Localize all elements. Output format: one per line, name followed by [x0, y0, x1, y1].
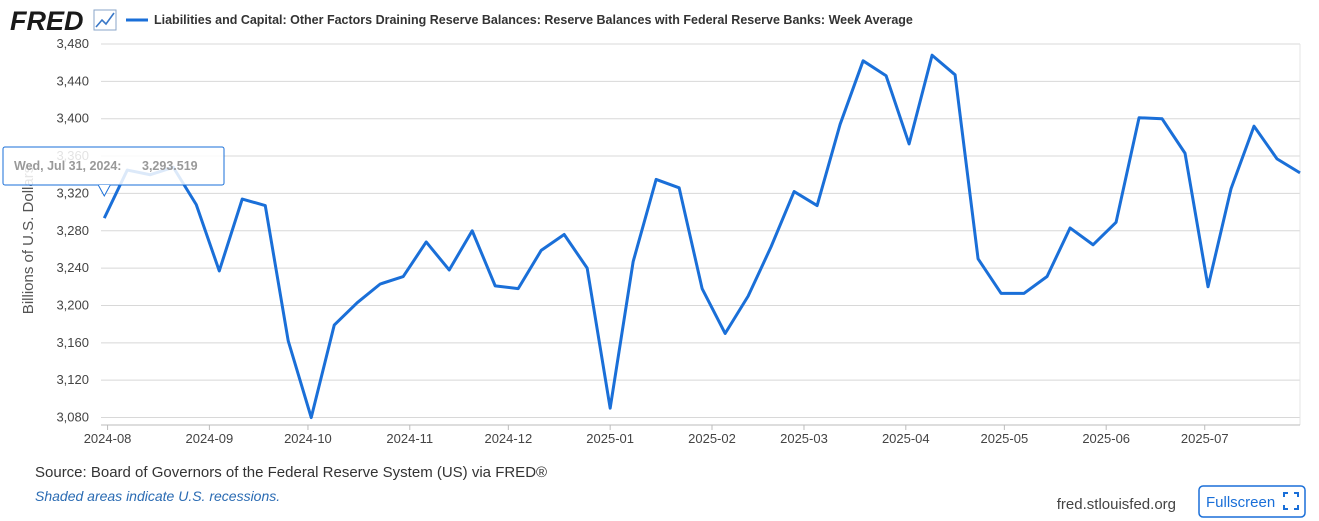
- y-tick-label: 3,440: [56, 73, 89, 88]
- x-tick-label: 2024-10: [284, 431, 332, 446]
- button-label[interactable]: Fullscreen: [1206, 494, 1275, 511]
- x-tick-label: 2025-07: [1181, 431, 1229, 446]
- x-tick-label: 2024-08: [84, 431, 132, 446]
- tooltip: Wed, Jul 31, 2024: 3,293.519: [2, 146, 225, 198]
- data-line: [102, 53, 1301, 420]
- y-tick-label: 3,120: [56, 372, 89, 387]
- fullscreen-icon[interactable]: [1283, 492, 1299, 510]
- recession-note: Shaded areas indicate U.S. recessions.: [35, 488, 280, 504]
- x-tick-label: 2024-12: [484, 431, 532, 446]
- y-tick-label: 3,280: [56, 223, 89, 238]
- y-tick-label: 3,160: [56, 335, 89, 350]
- x-tick-label: 2025-02: [688, 431, 736, 446]
- tooltip-pointer: [97, 184, 111, 198]
- y-tick-label: 3,320: [56, 185, 89, 200]
- site-link[interactable]: fred.stlouisfed.org: [1057, 496, 1176, 513]
- tooltip-box: [2, 146, 225, 186]
- x-tick-label: 2025-06: [1082, 431, 1130, 446]
- logo-icon: [93, 9, 117, 31]
- x-tick-label: 2024-09: [186, 431, 234, 446]
- y-tick-label: 3,480: [56, 36, 89, 51]
- x-tick-label: 2025-03: [780, 431, 828, 446]
- tooltip-date: Wed, Jul 31, 2024:: [14, 159, 121, 173]
- x-tick-label: 2025-04: [882, 431, 930, 446]
- y-tick-label: 3,240: [56, 260, 89, 275]
- x-tick-label: 2025-01: [586, 431, 634, 446]
- x-tick-label: 2025-05: [980, 431, 1028, 446]
- y-axis-title: Billions of U.S. Dollars: [20, 166, 37, 314]
- x-tick-label: 2024-11: [386, 431, 433, 446]
- legend-label: Liabilities and Capital: Other Factors D…: [154, 13, 913, 27]
- button-frame[interactable]: [1198, 485, 1306, 518]
- fred-logo[interactable]: FRED: [10, 6, 84, 36]
- y-tick-label: 3,400: [56, 111, 89, 126]
- y-tick-label: 3,200: [56, 297, 89, 312]
- source-text: Source: Board of Governors of the Federa…: [35, 464, 547, 481]
- tooltip-value: 3,293.519: [142, 159, 198, 173]
- fullscreen-button[interactable]: Fullscreen: [1198, 485, 1306, 518]
- y-tick-label: 3,080: [56, 410, 89, 425]
- plot-area: 3,0803,1203,1603,2003,2403,2803,3203,360…: [56, 36, 1301, 446]
